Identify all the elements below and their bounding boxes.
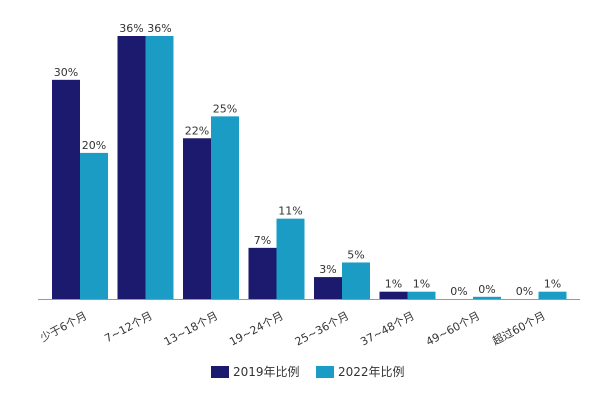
category-label: 超过60个月 — [490, 308, 548, 348]
category-label: 7~12个月 — [102, 309, 154, 345]
data-label: 11% — [278, 205, 302, 218]
data-label: 22% — [185, 124, 209, 137]
bar-series1 — [314, 277, 342, 299]
bars-group — [52, 36, 567, 299]
bar-series2 — [342, 262, 370, 299]
bar-series1 — [117, 36, 146, 299]
legend-label: 2019年比例 — [233, 365, 300, 379]
legend-label: 2022年比例 — [338, 365, 405, 379]
legend-swatch — [316, 366, 334, 378]
data-label: 1% — [385, 278, 402, 291]
data-label: 1% — [413, 278, 430, 291]
legend: 2019年比例 2022年比例 — [211, 365, 405, 379]
category-label: 13~18个月 — [162, 309, 220, 348]
category-label: 37~48个月 — [358, 309, 416, 348]
bar-series2 — [145, 36, 174, 299]
data-label: 0% — [450, 285, 467, 298]
data-label: 0% — [478, 283, 495, 296]
data-label: 30% — [54, 66, 78, 79]
bar-series2 — [276, 218, 305, 299]
data-label: 1% — [544, 278, 561, 291]
bar-series2 — [211, 116, 239, 299]
data-label: 25% — [213, 102, 237, 115]
category-label: 19~24个月 — [227, 309, 285, 348]
bar-series2 — [407, 291, 436, 299]
category-label: 49~60个月 — [424, 309, 482, 348]
data-label: 7% — [254, 234, 271, 247]
category-label: 25~36个月 — [293, 309, 351, 348]
bar-series1 — [379, 291, 408, 299]
data-label: 20% — [82, 139, 106, 152]
bar-series1 — [248, 247, 277, 299]
data-label: 36% — [147, 22, 171, 35]
data-label: 36% — [119, 22, 143, 35]
category-labels-group: 少于6个月 7~12个月 13~18个月 19~24个月 25~36个月 37~48个月 4… — [38, 308, 548, 348]
bar-series1 — [52, 79, 80, 299]
value-labels-group: 30% 20% 36% 36% 22% 25% 7% 11% 3% 5% 1% 1% 0% 0% 0% 1% — [54, 22, 561, 298]
legend-swatch — [211, 366, 229, 378]
data-label: 3% — [319, 263, 336, 276]
bar-series2 — [80, 152, 108, 299]
data-label: 5% — [347, 248, 364, 261]
bar-series2 — [473, 296, 501, 299]
data-label: 0% — [516, 285, 533, 298]
category-label: 少于6个月 — [38, 309, 89, 344]
bar-series1 — [183, 138, 211, 299]
bar-series2 — [538, 291, 567, 299]
